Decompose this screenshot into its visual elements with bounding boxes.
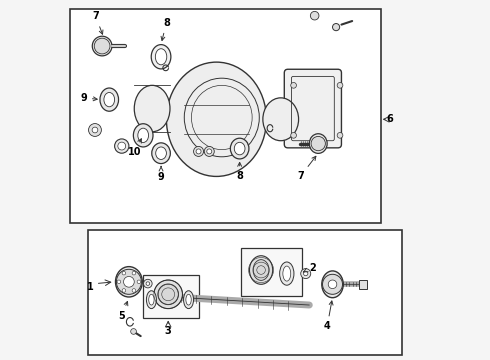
Ellipse shape	[184, 291, 194, 309]
Ellipse shape	[167, 62, 267, 176]
Circle shape	[304, 271, 308, 276]
Ellipse shape	[104, 93, 115, 107]
Ellipse shape	[280, 262, 294, 285]
Text: 9: 9	[80, 93, 97, 103]
FancyBboxPatch shape	[143, 275, 198, 318]
Ellipse shape	[253, 260, 269, 280]
Ellipse shape	[263, 98, 298, 141]
Circle shape	[117, 269, 142, 294]
Ellipse shape	[234, 142, 245, 155]
Circle shape	[132, 271, 136, 275]
Circle shape	[92, 127, 98, 133]
Circle shape	[310, 12, 319, 20]
Text: 1: 1	[87, 282, 94, 292]
Circle shape	[328, 280, 337, 289]
Text: 8: 8	[236, 162, 243, 181]
Ellipse shape	[283, 266, 291, 281]
Ellipse shape	[151, 45, 171, 69]
Ellipse shape	[158, 284, 178, 305]
Circle shape	[311, 136, 325, 151]
Circle shape	[301, 269, 311, 279]
Ellipse shape	[230, 138, 249, 159]
Circle shape	[117, 280, 121, 284]
Circle shape	[333, 23, 340, 31]
Text: 10: 10	[127, 139, 142, 157]
Circle shape	[89, 123, 101, 136]
Circle shape	[204, 147, 214, 157]
Circle shape	[144, 279, 152, 288]
Ellipse shape	[309, 134, 327, 153]
Text: 6: 6	[386, 114, 393, 124]
Circle shape	[322, 274, 343, 294]
Ellipse shape	[322, 271, 343, 298]
Ellipse shape	[115, 139, 129, 153]
Circle shape	[337, 132, 343, 138]
Circle shape	[137, 280, 141, 284]
FancyBboxPatch shape	[88, 230, 402, 355]
Circle shape	[131, 329, 136, 334]
Circle shape	[291, 82, 296, 88]
FancyBboxPatch shape	[70, 9, 381, 223]
Circle shape	[122, 271, 126, 275]
Text: 7: 7	[92, 12, 103, 34]
Circle shape	[337, 82, 343, 88]
Ellipse shape	[155, 49, 167, 65]
Ellipse shape	[116, 267, 142, 297]
Circle shape	[132, 289, 136, 292]
Ellipse shape	[149, 294, 154, 305]
Text: 7: 7	[297, 156, 316, 181]
Ellipse shape	[156, 147, 167, 159]
FancyBboxPatch shape	[284, 69, 342, 148]
Ellipse shape	[249, 256, 272, 284]
Text: 8: 8	[161, 18, 170, 41]
Ellipse shape	[133, 124, 153, 147]
Circle shape	[196, 149, 201, 154]
Circle shape	[123, 276, 134, 287]
Ellipse shape	[118, 142, 126, 150]
Circle shape	[194, 147, 203, 157]
Circle shape	[207, 149, 212, 154]
Text: 5: 5	[119, 301, 128, 321]
Ellipse shape	[152, 143, 171, 163]
FancyBboxPatch shape	[242, 248, 302, 296]
Circle shape	[291, 132, 296, 138]
Ellipse shape	[147, 291, 156, 309]
Ellipse shape	[134, 85, 170, 132]
Text: 9: 9	[158, 167, 165, 182]
FancyBboxPatch shape	[359, 280, 367, 289]
Ellipse shape	[92, 36, 112, 56]
Text: 2: 2	[303, 262, 316, 273]
Ellipse shape	[154, 280, 182, 309]
Ellipse shape	[100, 88, 119, 111]
Text: 4: 4	[324, 301, 333, 332]
Ellipse shape	[186, 294, 191, 305]
Ellipse shape	[138, 128, 148, 143]
Circle shape	[146, 282, 149, 285]
Text: 3: 3	[165, 326, 172, 336]
Circle shape	[122, 289, 126, 292]
Circle shape	[94, 38, 110, 54]
